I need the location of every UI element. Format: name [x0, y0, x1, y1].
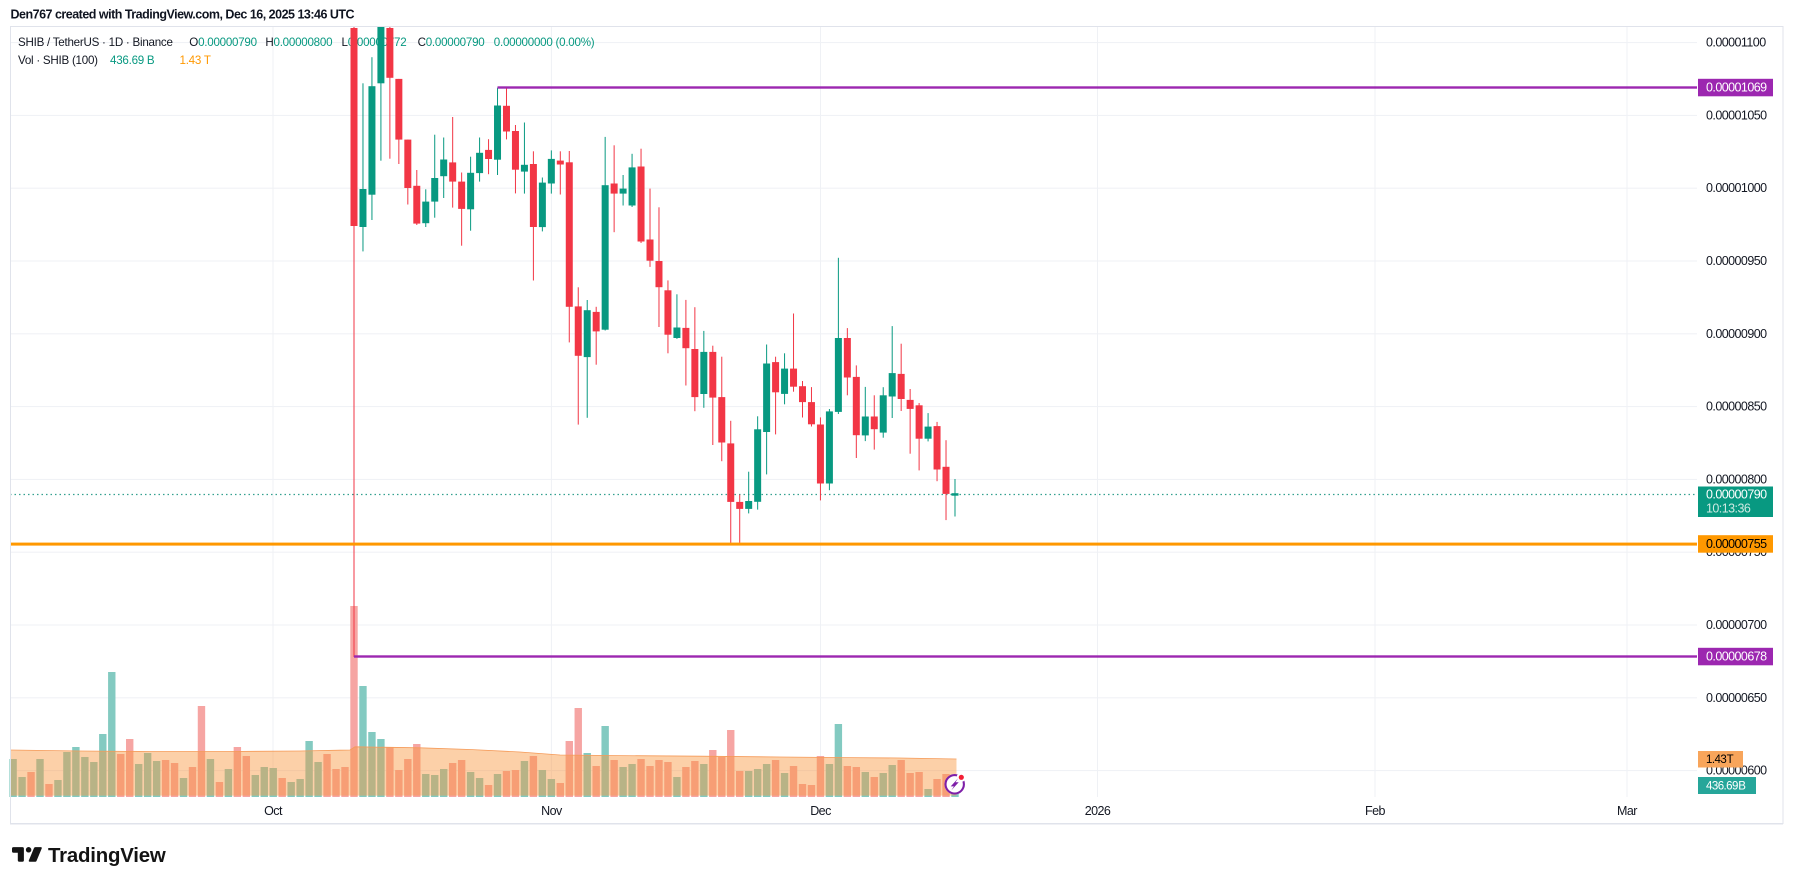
- svg-text:0.00000800: 0.00000800: [1706, 472, 1767, 486]
- svg-text:Den767 created with TradingVie: Den767 created with TradingView.com, Dec…: [11, 8, 355, 22]
- svg-text:Feb: Feb: [1365, 804, 1385, 818]
- svg-text:0.00000000 (0.00%): 0.00000000 (0.00%): [494, 36, 595, 49]
- svg-text:1.43 T: 1.43 T: [180, 54, 211, 67]
- svg-text:10:13:36: 10:13:36: [1706, 502, 1751, 516]
- svg-text:2026: 2026: [1085, 804, 1111, 818]
- svg-text:Oct: Oct: [264, 804, 283, 818]
- svg-text:0.00000900: 0.00000900: [1706, 327, 1767, 341]
- svg-text:TradingView: TradingView: [48, 845, 166, 867]
- svg-text:0.00001069: 0.00001069: [1706, 81, 1767, 95]
- svg-text:0.00000650: 0.00000650: [1706, 691, 1767, 705]
- svg-text:SHIB / TetherUS · 1D · Binance: SHIB / TetherUS · 1D · Binance: [18, 36, 173, 49]
- svg-text:Nov: Nov: [541, 804, 563, 818]
- svg-text:H0.00000800: H0.00000800: [265, 36, 332, 49]
- svg-text:0.00000755: 0.00000755: [1706, 537, 1767, 551]
- svg-text:Dec: Dec: [810, 804, 831, 818]
- svg-text:Mar: Mar: [1617, 804, 1637, 818]
- svg-text:0.00000678: 0.00000678: [1706, 650, 1767, 664]
- svg-text:0.00000790: 0.00000790: [1706, 488, 1767, 502]
- svg-text:C0.00000790: C0.00000790: [418, 36, 485, 49]
- svg-text:0.00000850: 0.00000850: [1706, 400, 1767, 414]
- svg-text:0.00001100: 0.00001100: [1706, 36, 1766, 50]
- svg-text:0.00001000: 0.00001000: [1706, 181, 1767, 195]
- svg-text:O0.00000790: O0.00000790: [189, 36, 257, 49]
- svg-text:436.69 B: 436.69 B: [110, 54, 155, 67]
- svg-text:0.00001050: 0.00001050: [1706, 108, 1767, 122]
- svg-text:0.00000700: 0.00000700: [1706, 618, 1767, 632]
- svg-text:436.69 B: 436.69 B: [1706, 781, 1746, 793]
- svg-text:1.43 T: 1.43 T: [1706, 754, 1734, 766]
- svg-text:Vol · SHIB (100): Vol · SHIB (100): [18, 54, 98, 67]
- svg-text:0.00000950: 0.00000950: [1706, 254, 1767, 268]
